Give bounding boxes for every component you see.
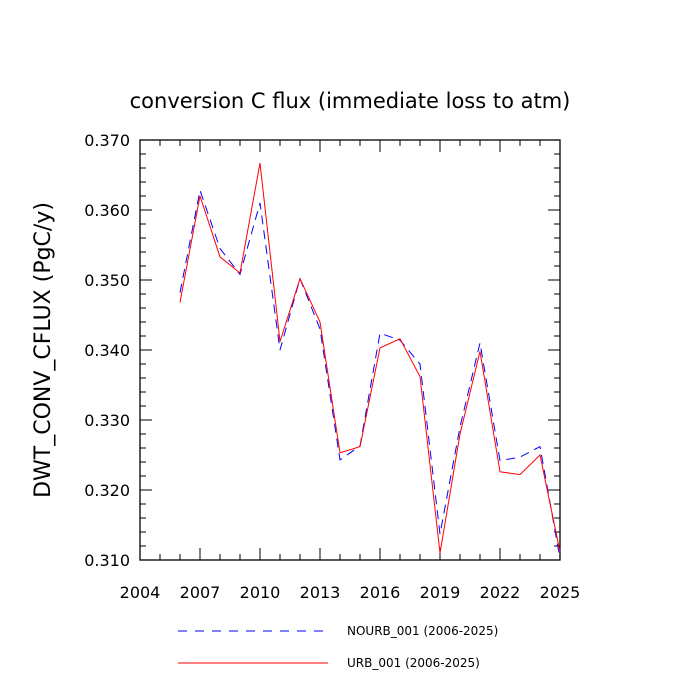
x-tick-label: 2022 — [480, 583, 521, 602]
plot-frame — [139, 139, 561, 561]
y-tick-labels: 0.310 0.320 0.330 0.340 0.350 0.360 0.370 — [84, 131, 130, 570]
major-ticks — [139, 139, 561, 561]
x-tick-labels: 2004 2007 2010 2013 2016 2019 2022 2025 — [120, 583, 581, 602]
y-tick-label: 0.340 — [84, 341, 130, 360]
x-tick-label: 2010 — [240, 583, 281, 602]
legend-label-2: URB_001 (2006-2025) — [347, 656, 480, 670]
x-tick-label: 2019 — [420, 583, 461, 602]
series-line-1 — [179, 188, 561, 559]
y-tick-label: 0.320 — [84, 481, 130, 500]
legend: NOURB_001 (2006-2025) URB_001 (2006-2025) — [178, 624, 498, 670]
x-tick-label: 2025 — [540, 583, 581, 602]
x-tick-label: 2007 — [180, 583, 221, 602]
y-tick-label: 0.330 — [84, 411, 130, 430]
y-tick-label: 0.310 — [84, 551, 130, 570]
y-axis-label: DWT_CONV_CFLUX (PgC/y) — [31, 202, 56, 498]
x-tick-label: 2016 — [360, 583, 401, 602]
x-tick-label: 2013 — [300, 583, 341, 602]
minor-ticks — [140, 140, 560, 560]
x-tick-label: 2004 — [120, 583, 161, 602]
series-line-2 — [179, 163, 561, 554]
y-tick-label: 0.370 — [84, 131, 130, 150]
y-tick-label: 0.350 — [84, 271, 130, 290]
series-lines — [179, 163, 561, 559]
y-tick-label: 0.360 — [84, 201, 130, 220]
chart-title: conversion C flux (immediate loss to atm… — [130, 89, 571, 113]
legend-label-1: NOURB_001 (2006-2025) — [347, 624, 498, 638]
